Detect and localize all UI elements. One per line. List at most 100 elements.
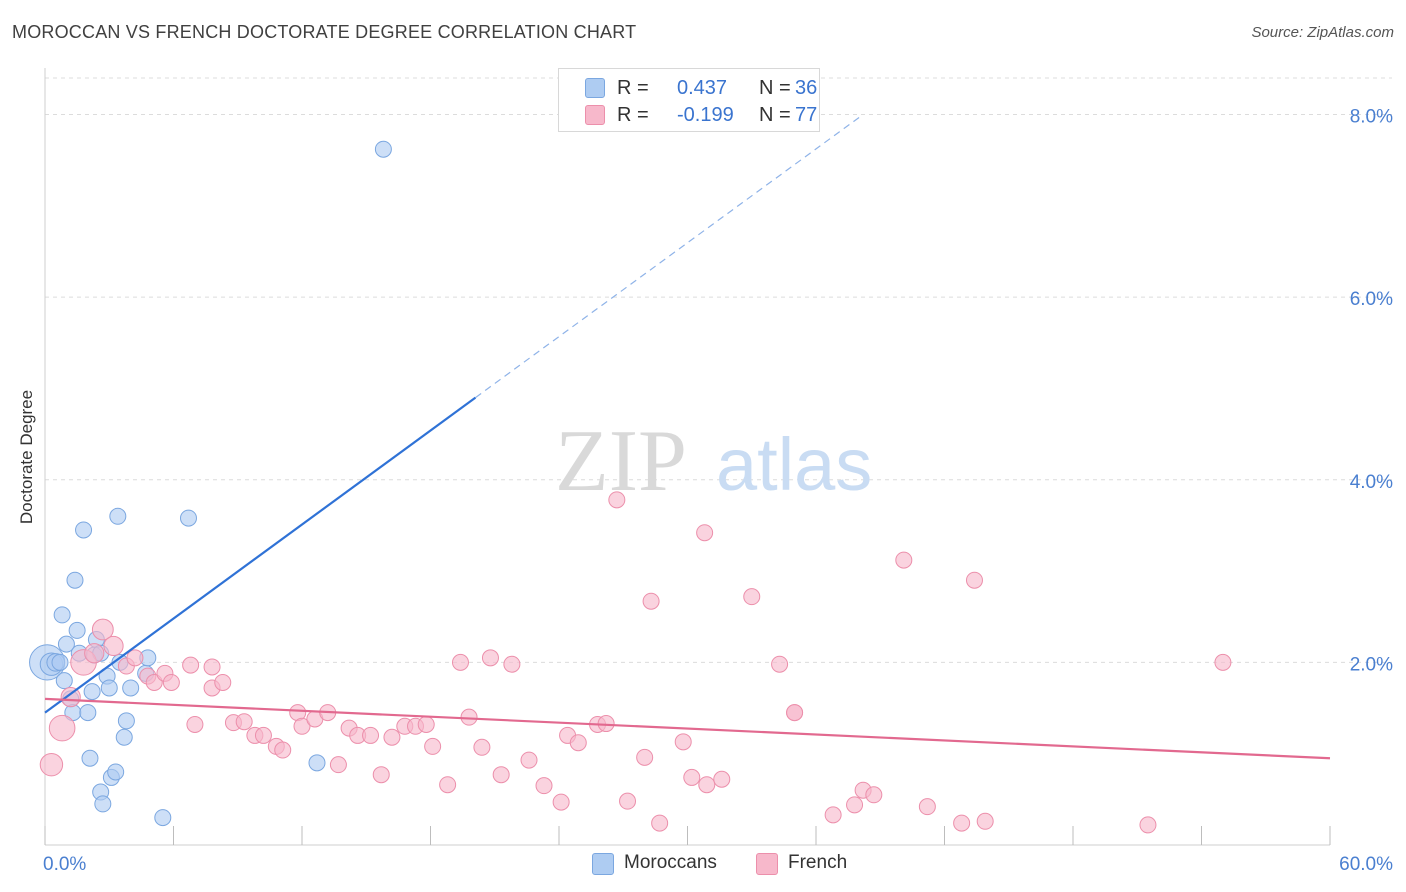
watermark-atlas: atlas (716, 423, 872, 506)
legend-swatch-moroccans (585, 78, 605, 98)
point-french (698, 776, 716, 794)
point-french (182, 656, 200, 674)
trend-line-moroccans-extension (475, 114, 864, 399)
point-french (293, 717, 311, 735)
point-french (186, 715, 204, 733)
point-moroccans (83, 683, 101, 701)
point-french (424, 737, 442, 755)
point-french (214, 673, 232, 691)
legend-swatch-moroccans (592, 853, 614, 875)
point-moroccans (79, 704, 97, 722)
point-moroccans (107, 763, 125, 781)
r-label: R = (617, 77, 649, 99)
point-french (254, 726, 272, 744)
point-french (372, 766, 390, 784)
point-moroccans (179, 509, 197, 527)
point-moroccans (55, 672, 73, 690)
point-french (203, 658, 221, 676)
n-value: 36 (795, 77, 818, 99)
point-french (162, 673, 180, 691)
point-french (60, 686, 81, 708)
n-label: N = (759, 77, 791, 99)
point-french (965, 571, 983, 589)
point-french (39, 752, 64, 777)
trend-line-moroccans (44, 396, 477, 714)
point-french (329, 756, 347, 774)
point-moroccans (57, 635, 75, 653)
point-french (48, 714, 76, 742)
point-french (608, 491, 626, 509)
point-moroccans (66, 571, 84, 589)
point-moroccans (51, 653, 69, 671)
trend-lines (44, 114, 1331, 760)
point-french (976, 812, 994, 830)
point-french (743, 588, 761, 606)
point-french (274, 741, 292, 759)
point-french (126, 649, 144, 667)
watermark: ZIP atlas (555, 413, 872, 510)
point-french (473, 738, 491, 756)
point-french (895, 551, 913, 569)
chart-title: MOROCCAN VS FRENCH DOCTORATE DEGREE CORR… (12, 22, 637, 42)
point-moroccans (75, 521, 93, 539)
point-french (786, 704, 804, 722)
point-french (674, 733, 692, 751)
point-french (103, 635, 124, 657)
point-french (865, 786, 883, 804)
x-tick-label: 60.0% (1339, 854, 1393, 875)
point-french (651, 814, 669, 832)
point-moroccans (154, 809, 172, 827)
point-french (520, 751, 538, 769)
point-moroccans (117, 712, 135, 730)
point-moroccans (81, 749, 99, 767)
point-french (918, 798, 936, 816)
point-french (552, 793, 570, 811)
source-label: Source: ZipAtlas.com (1251, 24, 1394, 41)
n-value: 77 (795, 104, 818, 126)
legend-label-french: French (788, 852, 848, 873)
point-moroccans (109, 507, 127, 525)
legend-swatch-french (585, 105, 605, 125)
point-french (683, 768, 701, 786)
data-points (29, 140, 1232, 834)
trend-line-french (44, 697, 1331, 760)
legend-label-moroccans: Moroccans (624, 852, 717, 873)
point-moroccans (115, 728, 133, 746)
point-french (569, 734, 587, 752)
legend-swatch-french (756, 853, 778, 875)
point-french (535, 777, 553, 795)
stats-legend: R = 0.437 N = 36 R = -0.199 N = 77 (558, 68, 820, 132)
point-french (235, 713, 253, 731)
point-french (1139, 816, 1157, 834)
r-value: -0.199 (677, 104, 734, 126)
y-axis-label: Doctorate Degree (17, 390, 36, 524)
point-french (503, 655, 521, 673)
point-french (492, 766, 510, 784)
point-french (846, 796, 864, 814)
point-french (771, 655, 789, 673)
point-moroccans (308, 754, 326, 772)
n-label: N = (759, 104, 791, 126)
point-moroccans (100, 679, 118, 697)
point-moroccans (68, 621, 86, 639)
axes (44, 68, 1331, 846)
r-label: R = (617, 104, 649, 126)
point-french (362, 726, 380, 744)
y-tick-label: 8.0% (1350, 107, 1393, 128)
point-french (451, 653, 469, 671)
point-french (953, 814, 971, 832)
y-tick-label: 6.0% (1350, 289, 1393, 310)
point-french (383, 728, 401, 746)
point-french (439, 776, 457, 794)
point-moroccans (122, 679, 140, 697)
point-french (824, 806, 842, 824)
point-french (84, 643, 105, 664)
y-tick-label: 4.0% (1350, 472, 1393, 493)
y-tick-label: 2.0% (1350, 654, 1393, 675)
series-legend: Moroccans French (0, 852, 1406, 876)
x-tick-label: 0.0% (43, 854, 86, 875)
point-french (91, 618, 114, 641)
point-moroccans (53, 606, 71, 624)
point-french (1214, 653, 1232, 671)
